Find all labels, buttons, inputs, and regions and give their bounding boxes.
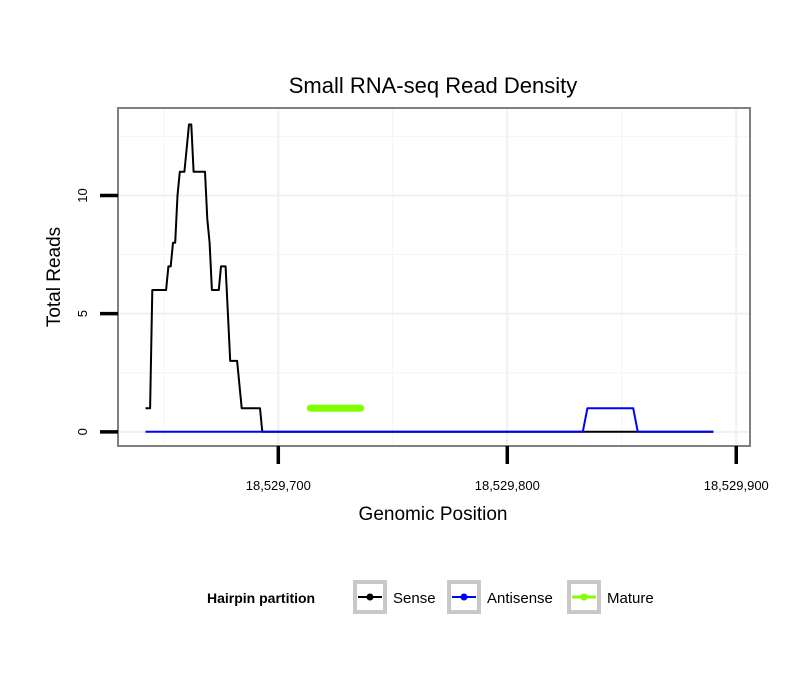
legend-label: Sense [393,590,436,607]
y-axis-title: Total Reads [44,227,65,327]
x-tick-label: 18,529,700 [246,478,311,493]
y-tick-label: 0 [75,428,90,435]
legend: Hairpin partition Sense Antisense Mature [207,580,654,614]
legend-entry-mature: Mature [567,580,654,614]
y-tick-label: 5 [75,310,90,317]
legend-entries: Sense Antisense Mature [353,580,654,614]
series-line-antisense [145,407,714,433]
legend-title: Hairpin partition [207,590,315,606]
series-line-sense [145,123,714,433]
chart-title: Small RNA-seq Read Density [289,73,578,98]
x-axis: 18,529,700 18,529,800 18,529,900 [246,446,769,493]
x-tick-label: 18,529,900 [704,478,769,493]
legend-key-point [580,593,588,601]
y-axis: 0 5 10 [75,188,118,435]
x-axis-title: Genomic Position [359,504,508,525]
legend-entry-antisense: Antisense [447,580,553,614]
legend-entry-sense: Sense [353,580,436,614]
legend-key-point [460,593,468,601]
plot-panel [118,108,750,446]
x-tick-label: 18,529,800 [475,478,540,493]
series-layer [145,123,714,433]
legend-label: Mature [607,590,654,607]
y-tick-label: 10 [75,188,90,202]
legend-label: Antisense [487,590,553,607]
plot-border [117,107,751,447]
legend-key-point [366,593,374,601]
